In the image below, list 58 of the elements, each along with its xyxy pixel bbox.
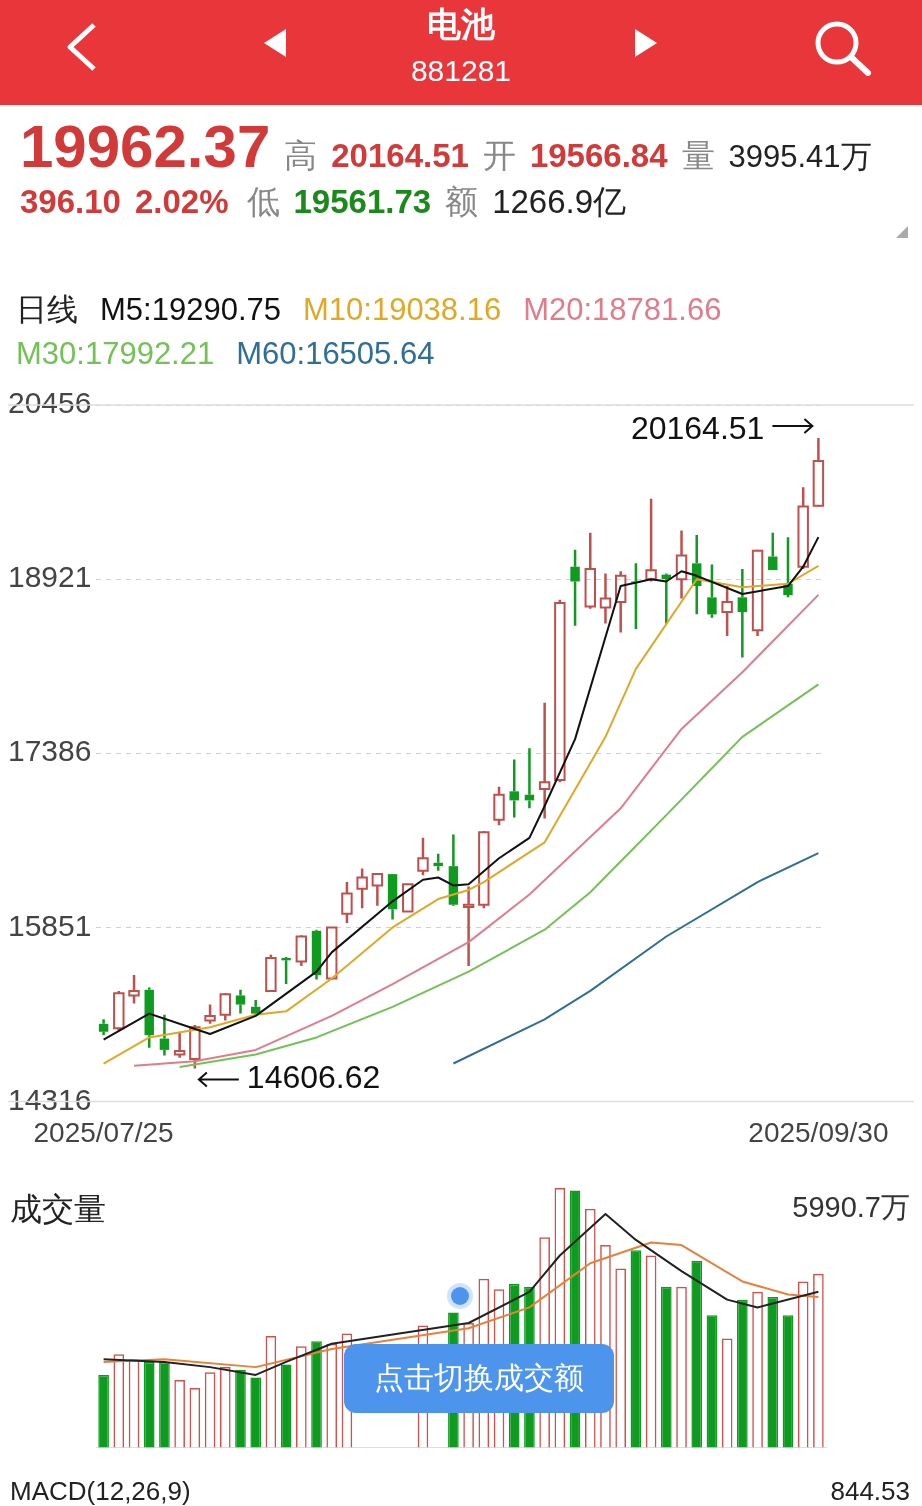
candlestick [584,531,596,610]
x-tick-label: 2025/09/30 [748,1116,889,1148]
candlestick [570,548,580,627]
candlestick [128,973,140,1005]
y-tick-label: 18921 [8,560,92,594]
text: M20:18781.66 [523,292,722,327]
candlestick [98,1018,109,1037]
chart-title: 电池 [427,5,495,43]
annotation: 20164.51 [630,409,765,446]
candlestick [675,529,688,600]
text: 396.10 [20,183,121,220]
text: M10:19038.16 [302,292,502,327]
candlestick [768,531,778,571]
annotation: 14606.62 [246,1059,381,1096]
annotation: 点击切换成交额 [374,1361,584,1394]
candlestick [737,567,748,659]
text: 19566.84 [529,137,668,174]
candlestick [356,867,368,910]
text: 3995.41万 [728,139,872,174]
text: 19962.37 [20,113,271,180]
candlestick [538,701,551,820]
candlestick [417,836,429,877]
text: M60:16505.64 [236,336,435,371]
candlestick [509,758,519,819]
text: 低 [246,183,280,220]
text: 2.02% [134,183,229,220]
text: 额 [445,183,479,220]
text: 开 [482,137,516,174]
candlestick [462,885,475,968]
y-tick-label: 17386 [8,734,92,768]
y-tick-label: 15851 [8,908,92,942]
text: M30:17992.21 [16,336,215,371]
y-tick-label: 14316 [8,1082,92,1116]
text: 量 [681,137,715,174]
legend-title: 日线 [16,292,78,327]
text: M5:19290.75 [100,292,281,327]
text: 19561.73 [293,183,432,220]
chart-title: 成交量 [10,1191,106,1227]
candlestick [371,873,384,908]
x-tick-label: 2025/07/25 [33,1116,174,1148]
text: 高 [284,137,318,174]
candlestick [812,436,825,507]
y-tick-label: 20456 [8,386,92,420]
candlestick [341,880,353,925]
candlestick [173,1031,186,1060]
candlestick [599,572,612,625]
text: 20164.51 [331,137,469,174]
text: 844.53 [830,1476,910,1506]
text: 1266.9亿 [492,183,627,220]
candlestick [707,563,717,620]
text: MACD(12,26,9) [10,1476,191,1506]
candlestick [721,584,733,638]
candlestick [797,486,809,571]
candlestick [614,570,627,634]
candlestick [159,1013,170,1057]
annotation: 5990.7万 [792,1191,910,1223]
candlestick [235,988,246,1015]
chart-subtitle: 881281 [410,54,512,87]
